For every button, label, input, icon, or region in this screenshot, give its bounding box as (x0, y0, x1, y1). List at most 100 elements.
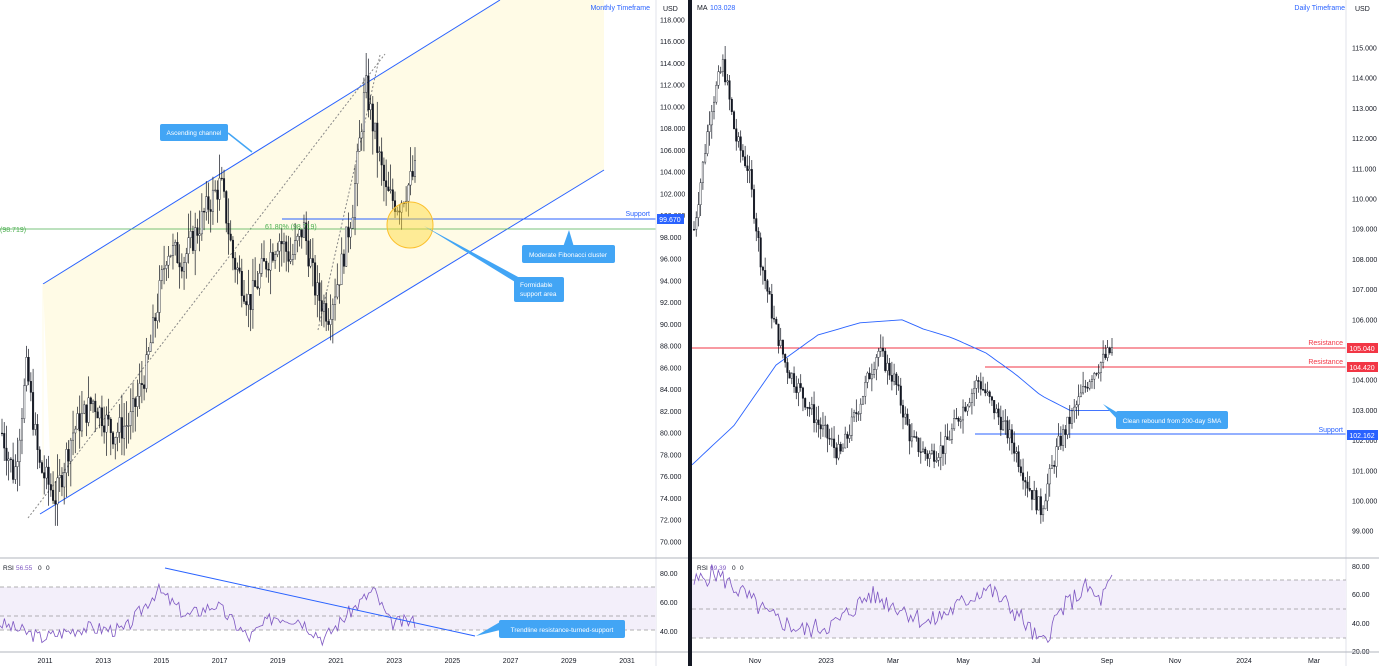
candle-body (850, 416, 853, 436)
candle-body (134, 398, 137, 407)
candle-body (877, 351, 880, 358)
candle-body (183, 262, 186, 272)
candle-body (913, 436, 916, 438)
candle-body (245, 301, 248, 306)
candle-body (251, 280, 254, 310)
candle-body (414, 160, 417, 177)
candle-body (92, 400, 95, 405)
year-tick-label: 2021 (328, 658, 344, 665)
candle-body (979, 381, 982, 390)
candle-body (937, 457, 940, 461)
candle-body (804, 398, 807, 408)
resistance-label-1: Resistance (1308, 340, 1343, 347)
candle-body (247, 294, 250, 306)
candle-body (156, 312, 159, 322)
support-price-tag-text: 99.670 (659, 217, 681, 224)
channel-upper-line[interactable] (42, 0, 501, 285)
candle-body (984, 389, 987, 394)
candle-body (1097, 372, 1100, 375)
candle-body (942, 445, 945, 454)
candle-body (1008, 429, 1011, 439)
month-tick-label: Jul (1032, 658, 1041, 665)
candle-body (810, 404, 813, 410)
candle-body (205, 196, 208, 213)
candle-body (819, 424, 822, 430)
candle-body (897, 384, 900, 387)
candle-body (374, 122, 377, 132)
candle-body (848, 435, 851, 439)
right-rsi-header: RSI 69.39 0 0 (697, 565, 744, 572)
candle-body (697, 204, 700, 218)
candle-body (276, 250, 279, 255)
year-tick-label: 2023 (386, 658, 402, 665)
candle-body (38, 449, 41, 463)
candle-body (833, 438, 836, 448)
candle-body (1066, 416, 1069, 435)
candle-body (112, 432, 115, 445)
candle-body (890, 375, 893, 382)
price-tick-label: 108.000 (660, 126, 685, 133)
candle-body (302, 222, 305, 238)
candle-body (1006, 420, 1009, 439)
callout-rsi-trendline[interactable]: Trendline resistance-turned-support (476, 620, 625, 638)
fib-cluster-circle[interactable] (386, 201, 434, 249)
candle-body (356, 151, 359, 184)
candle-body (1062, 429, 1065, 446)
candle-body (999, 416, 1002, 430)
candle-body (886, 362, 889, 371)
candle-body (910, 436, 913, 442)
candle-body (409, 171, 412, 186)
candle-body (724, 59, 727, 83)
price-tick-label: 118.000 (660, 18, 685, 25)
candle-body (171, 245, 174, 256)
candle-body (870, 374, 873, 380)
candle-body (968, 402, 971, 407)
callout-ascending-channel[interactable]: Ascending channel (160, 124, 253, 153)
candle-body (118, 417, 121, 433)
price-tick-label: 107.000 (1352, 287, 1377, 294)
rsi-trendline[interactable] (164, 567, 476, 637)
candle-body (1028, 488, 1031, 491)
svg-text:RSI: RSI (3, 565, 14, 572)
candle-body (322, 303, 325, 312)
callout-sma-rebound[interactable]: Clean rebound from 200-day SMA (1103, 404, 1228, 429)
candle-body (759, 237, 762, 268)
candle-body (761, 266, 764, 271)
callout-fib-cluster[interactable]: Moderate Fibonacci cluster (522, 230, 615, 263)
price-tick-label: 116.000 (660, 39, 685, 46)
candle-body (40, 462, 43, 473)
candle-body (291, 254, 294, 260)
candle-body (1102, 353, 1105, 363)
month-tick-label: Nov (749, 658, 762, 665)
candle-body (305, 222, 308, 242)
candle-body (380, 151, 383, 166)
candle-body (1064, 429, 1067, 435)
candle-body (699, 182, 702, 205)
candle-body (178, 262, 181, 268)
candle-body (928, 453, 931, 459)
candle-body (331, 304, 334, 320)
price-tick-label: 100.000 (1352, 499, 1377, 506)
candle-body (43, 472, 46, 479)
candle-body (1088, 381, 1091, 389)
year-tick-label: 2027 (503, 658, 519, 665)
candle-body (398, 210, 401, 213)
callout-support-area[interactable]: Formidable support area (424, 226, 564, 302)
candle-body (340, 253, 343, 285)
candle-body (120, 417, 123, 439)
candle-body (933, 450, 936, 462)
candle-body (775, 318, 778, 325)
candle-body (881, 347, 884, 352)
channel-lower-line[interactable] (39, 169, 605, 515)
candle-body (387, 186, 390, 191)
candle-body (300, 229, 303, 238)
candle-body (1084, 386, 1087, 388)
candle-body (49, 484, 52, 491)
candle-body (1090, 378, 1093, 382)
candle-body (766, 280, 769, 292)
candle-body (294, 240, 297, 255)
candle-body (198, 233, 201, 236)
svg-text:105.040: 105.040 (1349, 346, 1374, 353)
svg-text:80.00: 80.00 (660, 571, 678, 578)
